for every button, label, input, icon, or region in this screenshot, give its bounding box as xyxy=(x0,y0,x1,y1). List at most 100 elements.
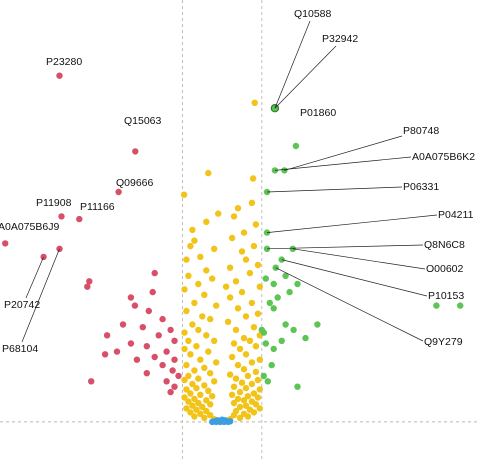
notsig-point-63 xyxy=(187,351,194,358)
leader-P32942 xyxy=(274,45,337,109)
up-point-20 xyxy=(314,321,321,328)
leader-Q9Y279 xyxy=(275,267,424,342)
notsig-point-71 xyxy=(201,364,208,371)
up-point-21 xyxy=(282,321,289,328)
down-point-15 xyxy=(159,315,166,323)
label-P06331: P06331 xyxy=(403,181,439,193)
base-point-9 xyxy=(226,418,234,425)
notsig-point-18 xyxy=(183,256,190,263)
notsig-point-42 xyxy=(242,313,250,320)
leader-Q10588 xyxy=(274,20,311,109)
down-point-33 xyxy=(175,372,182,380)
up-point-25 xyxy=(302,334,309,342)
notsig-point-61 xyxy=(205,348,212,355)
notsig-point-118 xyxy=(256,405,263,412)
up-point-16 xyxy=(266,299,273,307)
notsig-point-101 xyxy=(181,394,188,401)
notsig-point-100 xyxy=(244,393,252,400)
up-point-28 xyxy=(270,345,277,353)
down-point-5 xyxy=(1,240,9,247)
leader-P06331 xyxy=(266,186,403,193)
up-point-23 xyxy=(290,326,297,334)
notsig-point-81 xyxy=(181,376,188,384)
leader-P04211 xyxy=(266,214,438,233)
notsig-point-30 xyxy=(181,286,188,293)
down-point-21 xyxy=(171,337,178,344)
down-point-8 xyxy=(84,283,91,290)
up-point-14 xyxy=(286,288,293,296)
up-point-13 xyxy=(294,280,301,288)
leader-P80748 xyxy=(284,135,403,171)
notsig-point-70 xyxy=(234,361,242,369)
notsig-point-3 xyxy=(205,169,212,177)
notsig-point-23 xyxy=(254,261,262,269)
notsig-point-89 xyxy=(193,384,200,392)
notsig-point-104 xyxy=(234,395,242,403)
notsig-point-77 xyxy=(185,372,192,380)
down-point-25 xyxy=(113,348,121,355)
down-point-9 xyxy=(86,278,93,285)
down-point-24 xyxy=(163,348,170,355)
down-point-19 xyxy=(155,332,162,339)
up-point-1 xyxy=(292,142,300,150)
highlight-ring xyxy=(270,103,280,113)
notsig-point-131 xyxy=(201,414,208,421)
up-point-31 xyxy=(264,378,271,385)
label-P04211: P04211 xyxy=(438,209,474,221)
label-P20742: P20742 xyxy=(4,299,40,311)
notsig-point-66 xyxy=(256,356,263,363)
label-P80748: P80748 xyxy=(403,125,439,137)
notsig-point-127 xyxy=(207,411,214,419)
up-point-8 xyxy=(278,256,285,263)
notsig-point-83 xyxy=(211,378,218,385)
notsig-point-19 xyxy=(242,256,250,263)
label-P68104: P68104 xyxy=(2,343,38,355)
notsig-point-13 xyxy=(228,234,236,242)
notsig-point-57 xyxy=(193,343,200,350)
notsig-point-22 xyxy=(203,267,210,274)
notsig-point-113 xyxy=(189,402,196,409)
notsig-point-109 xyxy=(195,399,202,407)
notsig-point-85 xyxy=(189,380,196,388)
notsig-point-1 xyxy=(249,175,257,182)
notsig-point-110 xyxy=(230,399,238,407)
down-point-13 xyxy=(131,302,139,309)
notsig-point-58 xyxy=(252,343,260,350)
notsig-point-91 xyxy=(183,386,190,393)
notsig-point-48 xyxy=(232,326,240,334)
up-point-10 xyxy=(282,272,289,279)
up-point-30 xyxy=(260,372,267,380)
down-point-16 xyxy=(119,321,127,328)
up-point-2 xyxy=(281,167,288,174)
notsig-point-103 xyxy=(191,395,198,403)
notsig-point-52 xyxy=(240,334,248,342)
data-points xyxy=(1,72,464,426)
notsig-point-92 xyxy=(256,386,263,393)
notsig-point-121 xyxy=(203,407,210,415)
down-point-32 xyxy=(143,370,150,377)
down-point-10 xyxy=(151,269,158,277)
notsig-point-73 xyxy=(191,367,198,374)
leader-O00602 xyxy=(292,248,426,270)
notsig-point-129 xyxy=(191,413,198,420)
leader-P68104 xyxy=(21,248,60,343)
notsig-point-64 xyxy=(228,353,236,361)
label-Q8N6C8: Q8N6C8 xyxy=(424,239,465,251)
label-A0A075B6J9: A0A075B6J9 xyxy=(0,221,59,233)
up-point-18 xyxy=(457,302,464,309)
notsig-point-56 xyxy=(230,340,238,347)
notsig-point-105 xyxy=(203,397,210,404)
notsig-point-86 xyxy=(248,380,256,388)
base-point-12 xyxy=(218,416,226,423)
notsig-point-130 xyxy=(244,413,252,420)
notsig-point-60 xyxy=(236,345,244,353)
down-point-30 xyxy=(159,361,166,369)
down-point-4 xyxy=(76,215,83,223)
label-P11166: P11166 xyxy=(80,201,115,213)
leader-Q8N6C8 xyxy=(266,244,424,250)
notsig-point-94 xyxy=(236,388,244,396)
notsig-point-114 xyxy=(242,402,250,409)
notsig-point-53 xyxy=(185,337,192,344)
notsig-point-119 xyxy=(193,406,200,413)
notsig-point-9 xyxy=(203,218,210,225)
